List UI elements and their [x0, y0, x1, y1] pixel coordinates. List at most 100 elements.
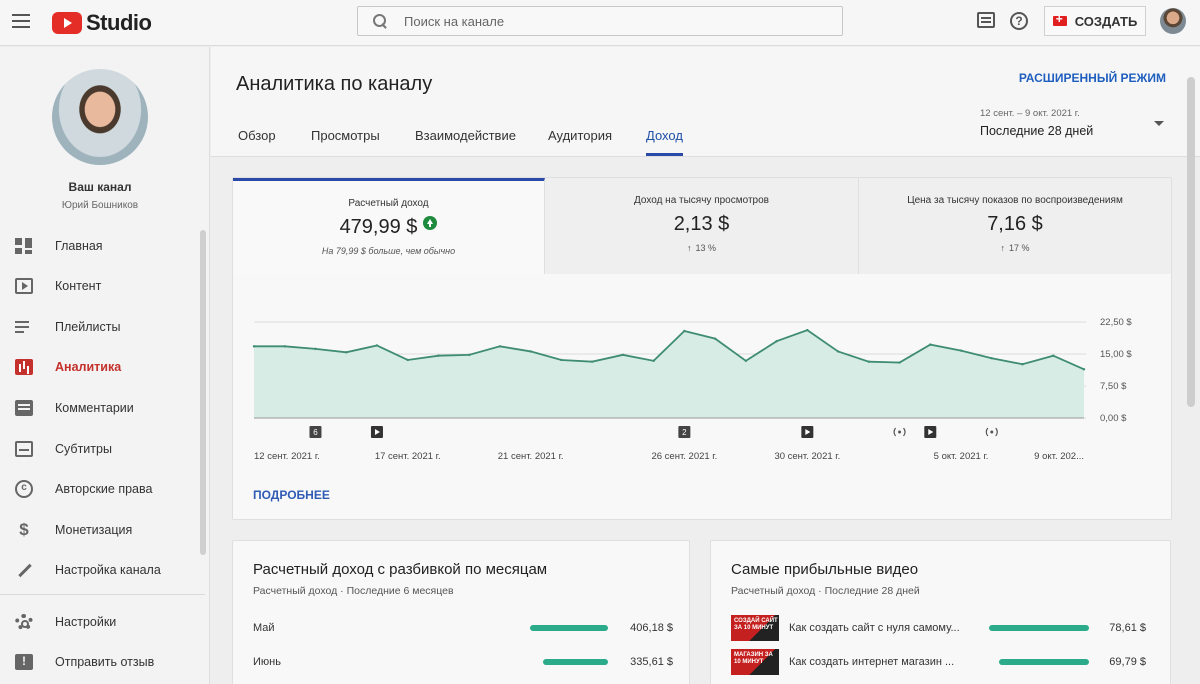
data-point [652, 359, 655, 363]
metric-estimated-revenue[interactable]: Расчетный доход 479,99 $ На 79,99 $ боль… [233, 178, 545, 274]
data-point [867, 360, 871, 363]
copyright-icon: c [15, 480, 33, 498]
search-bar[interactable] [357, 6, 843, 36]
y-tick-label: 0,00 $ [1100, 413, 1127, 424]
create-button[interactable]: СОЗДАТЬ [1044, 6, 1146, 36]
sidebar-item-playlists[interactable]: Плейлисты [0, 310, 205, 344]
month-label: Июнь [253, 656, 281, 668]
sidebar-item-label: Авторские права [55, 482, 153, 496]
video-thumbnail[interactable]: СОЗДАЙ САЙТ ЗА 10 МИНУТ [731, 615, 779, 641]
video-icon [15, 278, 33, 294]
menu-icon[interactable] [12, 14, 30, 28]
tab-revenue[interactable]: Доход [646, 128, 683, 156]
data-point [252, 345, 256, 348]
revenue-bar [999, 659, 1089, 665]
data-point [806, 328, 809, 332]
arrow-up-icon: ↑ [1000, 243, 1005, 253]
sidebar-item-monetization[interactable]: $ Монетизация [0, 513, 205, 547]
sidebar-item-label: Комментарии [55, 401, 134, 415]
revenue-bar [989, 625, 1089, 631]
sidebar-item-content[interactable]: Контент [0, 269, 205, 303]
subtitles-icon [15, 441, 33, 457]
youtube-studio-logo[interactable]: Studio [52, 10, 152, 36]
x-tick-label: 5 окт. 2021 г. [934, 451, 989, 462]
metric-playback-cpm[interactable]: Цена за тысячу показов по воспроизведени… [859, 178, 1171, 274]
create-button-label: СОЗДАТЬ [1074, 13, 1138, 29]
video-count-marker [678, 426, 691, 438]
x-tick-label: 17 сент. 2021 г. [375, 451, 441, 462]
video-title[interactable]: Как создать сайт с нуля самому... [789, 622, 960, 634]
metric-note: На 79,99 $ больше, чем обычно [321, 246, 456, 256]
sidebar-item-comments[interactable]: Комментарии [0, 391, 205, 425]
live-icon [990, 430, 994, 434]
live-wave [985, 427, 998, 437]
revenue-area [254, 330, 1084, 418]
channel-owner: Юрий Бошников [61, 200, 139, 211]
video-count-label: 2 [682, 428, 687, 437]
data-point [959, 349, 963, 352]
metric-label: Доход на тысячу просмотров [634, 195, 769, 206]
sidebar-item-label: Главная [55, 239, 103, 253]
tab-audience[interactable]: Аудитория [548, 128, 613, 143]
thumbnail-text: СОЗДАЙ САЙТ ЗА 10 МИНУТ [734, 618, 778, 631]
video-row[interactable]: СОЗДАЙ САЙТ ЗА 10 МИНУТ Как создать сайт… [731, 615, 1146, 641]
tab-overview[interactable]: Обзор [238, 128, 276, 143]
list-item: Июнь 335,61 $ [253, 653, 673, 673]
metric-value: 479,99 $ [233, 216, 544, 239]
sidebar-item-copyright[interactable]: c Авторские права [0, 472, 205, 506]
x-tick-label: 12 сент. 2021 г. [254, 451, 320, 462]
tab-engagement[interactable]: Взаимодействие [415, 128, 516, 143]
advanced-mode-link[interactable]: РАСШИРЕННЫЙ РЕЖИМ [1018, 71, 1166, 85]
live-icon [898, 430, 902, 434]
video-row[interactable]: МАГАЗИН ЗА 10 МИНУТ Как создать интернет… [731, 649, 1146, 675]
data-point [345, 351, 348, 354]
search-input[interactable] [404, 13, 824, 29]
account-avatar[interactable] [1160, 8, 1186, 34]
analytics-icon [15, 359, 33, 375]
y-tick-label: 22,50 $ [1100, 317, 1132, 328]
sidebar-item-settings[interactable]: Настройки [0, 605, 205, 639]
monthly-revenue-title: Расчетный доход с разбивкой по месяцам [253, 561, 548, 578]
sidebar-item-customization[interactable]: Настройка канала [0, 553, 205, 587]
data-point [1021, 363, 1024, 366]
metric-label: Расчетный доход [348, 198, 429, 209]
month-value: 335,61 $ [630, 656, 673, 668]
sidebar: Ваш канал Юрий Бошников Главная Контент … [0, 47, 210, 684]
sidebar-item-label: Настройки [55, 615, 117, 629]
main-scrollbar[interactable] [1187, 77, 1195, 407]
data-point [467, 353, 471, 357]
data-point [929, 343, 932, 346]
data-point [621, 353, 625, 357]
video-thumbnail[interactable]: МАГАЗИН ЗА 10 МИНУТ [731, 649, 779, 675]
period-selector[interactable]: Последние 28 дней [980, 124, 1094, 138]
sidebar-item-label: Аналитика [55, 360, 122, 374]
sidebar-item-label: Монетизация [55, 523, 133, 537]
data-point [898, 361, 901, 364]
sidebar-item-analytics[interactable]: Аналитика [0, 350, 205, 384]
x-tick-label: 21 сент. 2021 г. [498, 451, 564, 462]
search-icon[interactable] [372, 13, 388, 29]
chevron-down-icon[interactable] [1154, 121, 1164, 126]
metric-note: ↑ 17 % [1000, 243, 1030, 253]
channel-avatar[interactable] [52, 69, 148, 165]
sidebar-item-label: Плейлисты [55, 320, 121, 334]
messages-icon[interactable] [977, 12, 995, 28]
video-title[interactable]: Как создать интернет магазин ... [789, 656, 955, 668]
sidebar-scrollbar[interactable] [200, 230, 206, 555]
sidebar-item-dashboard[interactable]: Главная [0, 229, 205, 263]
data-point [1052, 354, 1055, 357]
help-icon[interactable]: ? [1010, 12, 1028, 30]
arrow-up-icon: ↑ [686, 243, 692, 253]
more-details-link[interactable]: ПОДРОБНЕЕ [253, 488, 330, 502]
data-point [990, 357, 993, 360]
sidebar-item-feedback[interactable]: Отправить отзыв [0, 645, 205, 679]
revenue-chart-card: Расчетный доход 479,99 $ На 79,99 $ боль… [232, 177, 1172, 520]
page-title: Аналитика по каналу [236, 73, 433, 95]
revenue-bar [543, 659, 608, 665]
video-revenue: 69,79 $ [1109, 656, 1146, 668]
sidebar-item-subtitles[interactable]: Субтитры [0, 432, 205, 466]
month-label: Май [253, 622, 275, 634]
metric-rpm[interactable]: Доход на тысячу просмотров 2,13 $ ↑ 13 % [545, 178, 859, 274]
tab-views[interactable]: Просмотры [311, 128, 380, 143]
thumbnail-text: МАГАЗИН ЗА 10 МИНУТ [734, 652, 773, 665]
